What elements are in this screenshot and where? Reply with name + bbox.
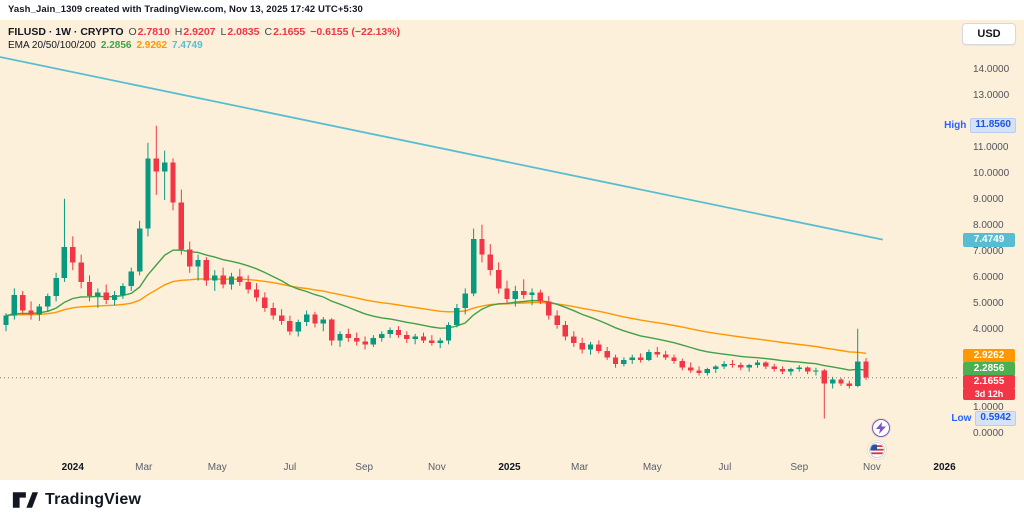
lightning-icon: [876, 422, 886, 434]
high-badge-value: 11.8560: [970, 118, 1016, 134]
ema20-line: [5, 249, 867, 371]
ema-indicator-label: EMA 20/50/100/200: [8, 40, 96, 51]
high-badge-label: High: [944, 120, 967, 132]
low-label: L: [220, 26, 227, 38]
low-badge-value: 0.5942: [975, 411, 1016, 427]
price-tick-label: 9.0000: [973, 194, 1004, 205]
flag-icon: [869, 442, 885, 458]
currency-toggle-usd[interactable]: USD: [962, 23, 1016, 45]
price-tick-label: 5.0000: [973, 298, 1004, 309]
range-high-marker: High 11.8560: [926, 118, 1016, 134]
low-badge-label: Low: [951, 413, 972, 425]
last-price-badge: 2.1655: [963, 374, 1015, 389]
footer-bar: TradingView: [0, 480, 1024, 521]
ema-indicator-row[interactable]: EMA 20/50/100/200 2.2856 2.9262 7.4749: [8, 39, 400, 53]
ema100-price-badge: 7.4749: [963, 232, 1015, 247]
brand-text: TradingView: [45, 491, 142, 508]
price-tick-label: 10.0000: [973, 168, 1010, 179]
price-tick-label: 14.0000: [973, 64, 1010, 75]
tradingview-logo-icon: [12, 492, 38, 508]
price-tick-label: 13.0000: [973, 90, 1010, 101]
flag-marker-bubble[interactable]: [868, 441, 886, 459]
price-chart-canvas[interactable]: [0, 20, 1024, 480]
close-label: C: [264, 26, 273, 38]
chart-legend: FILUSD · 1W · CRYPTO O 2.7810 H 2.9207 L 2.…: [8, 25, 400, 53]
close-value: 2.1655: [273, 26, 306, 38]
high-value: 2.9207: [183, 26, 216, 38]
price-tick-label: 11.0000: [973, 142, 1009, 153]
bar-countdown-badge: 3d 12h: [963, 387, 1015, 400]
ema20-value: 2.2856: [100, 40, 132, 51]
open-label: O: [128, 26, 137, 38]
price-tick-label: 0.0000: [973, 428, 1004, 439]
symbol-ohlc-row[interactable]: FILUSD · 1W · CRYPTO O 2.7810 H 2.9207 L 2.…: [8, 25, 400, 39]
high-label: H: [174, 26, 183, 38]
price-tick-label: 7.0000: [973, 246, 1004, 257]
ema100-value: 7.4749: [172, 40, 203, 51]
low-value: 2.0835: [227, 26, 260, 38]
chart-panel: FILUSD · 1W · CRYPTO O 2.7810 H 2.9207 L 2.…: [0, 20, 1024, 480]
snapshot-header-bar: Yash_Jain_1309 created with TradingView.…: [0, 0, 1024, 20]
price-tick-label: 8.0000: [973, 220, 1004, 231]
open-value: 2.7810: [137, 26, 170, 38]
ema50-price-badge: 2.9262: [963, 348, 1015, 363]
change-value: −0.6155 (−22.13%): [310, 26, 401, 38]
price-tick-label: 6.0000: [973, 272, 1004, 283]
ema100-line: [0, 56, 883, 241]
symbol-title: FILUSD · 1W · CRYPTO: [8, 26, 124, 38]
ema50-value: 2.9262: [136, 40, 168, 51]
ema20-price-badge: 2.2856: [963, 362, 1015, 376]
tradingview-brand[interactable]: TradingView: [12, 489, 141, 511]
attribution-text: Yash_Jain_1309 created with TradingView.…: [8, 4, 363, 15]
lightning-marker-bubble[interactable]: [872, 419, 890, 437]
price-tick-label: 4.0000: [973, 324, 1004, 335]
price-tick-label: 1.0000: [973, 402, 1004, 413]
ema50-line: [5, 278, 867, 354]
range-low-marker: Low 0.5942: [926, 411, 1016, 427]
